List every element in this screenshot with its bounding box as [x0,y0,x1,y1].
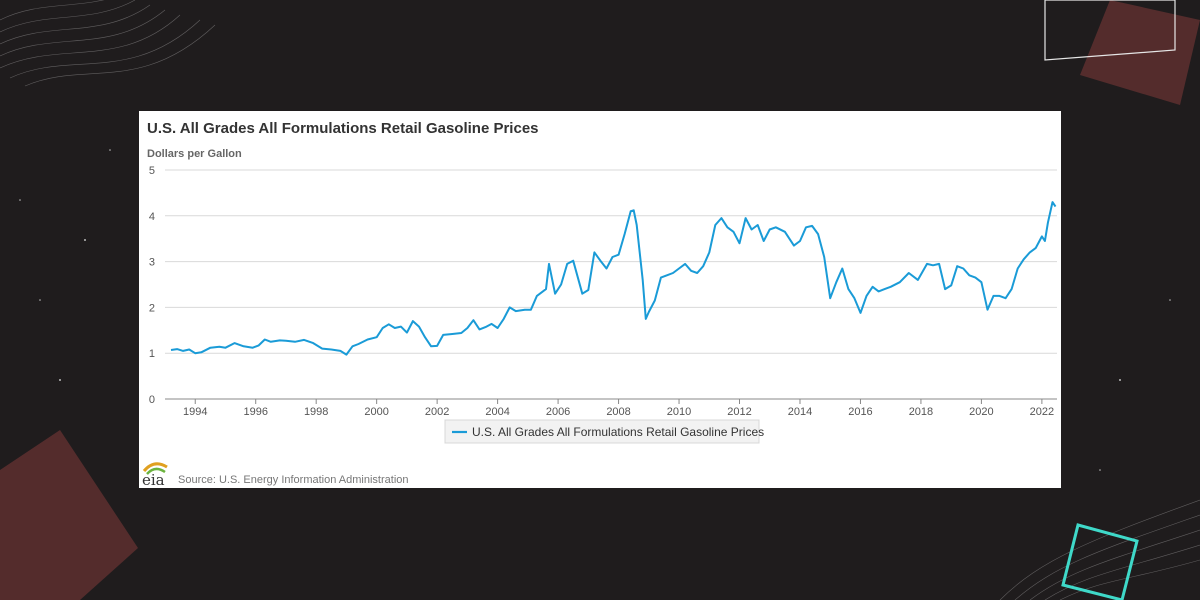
line-chart: U.S. All Grades All Formulations Retail … [142,120,1057,488]
eia-logo: eia [142,462,168,488]
series-line-0[interactable] [170,201,1057,356]
y-axis-label: Dollars per Gallon [147,148,242,160]
y-axis-ticks: 0 1 2 3 4 5 [149,165,155,406]
accent-square-bottom-left [0,430,138,600]
x-tick-label: 2002 [425,406,449,418]
eia-logo-arc-orange [142,462,168,473]
y-tick-label: 5 [149,165,155,177]
y-tick-label: 2 [149,302,155,314]
legend-label[interactable]: U.S. All Grades All Formulations Retail … [472,425,764,439]
x-tick-label: 1998 [304,406,328,418]
x-tick-label: 2006 [546,406,570,418]
x-tick-label: 2020 [969,406,993,418]
contour-lines-bottom-right [999,499,1200,600]
legend-box[interactable] [444,419,760,444]
x-tick-label: 2004 [485,406,509,418]
chart-title: U.S. All Grades All Formulations Retail … [147,120,539,137]
y-tick-label: 1 [149,348,155,360]
series-layer [170,201,1057,356]
teal-square-bottom-right [1061,523,1139,600]
x-tick-label: 2016 [848,406,872,418]
outline-square-top-right [1044,0,1176,61]
x-tick-label: 1996 [243,406,267,418]
x-tick-label: 2008 [606,406,630,418]
x-tick-label: 2000 [364,406,388,418]
x-tick-label: 2012 [727,406,751,418]
eia-logo-text: eia [142,471,165,488]
x-tick-label: 2022 [1030,406,1054,418]
eia-logo-arc-green [146,467,166,475]
y-tick-label: 0 [149,394,155,406]
contour-lines-top-left [0,0,216,87]
y-tick-label: 4 [149,211,155,223]
legend[interactable]: U.S. All Grades All Formulations Retail … [444,419,764,444]
x-tick-label: 2014 [788,406,812,418]
star-dots [19,149,1171,471]
chart-card: U.S. All Grades All Formulations Retail … [139,111,1061,488]
source-note: Source: U.S. Energy Information Administ… [178,474,409,486]
x-tick-label: 2018 [909,406,933,418]
x-tick-label: 2010 [667,406,691,418]
grid-lines [165,169,1057,400]
x-tick-label: 1994 [183,406,207,418]
x-axis-ticks: 1994 1996 1998 2000 2002 2004 2006 2008 2010 2012… [183,399,1054,418]
y-tick-label: 3 [149,257,155,269]
